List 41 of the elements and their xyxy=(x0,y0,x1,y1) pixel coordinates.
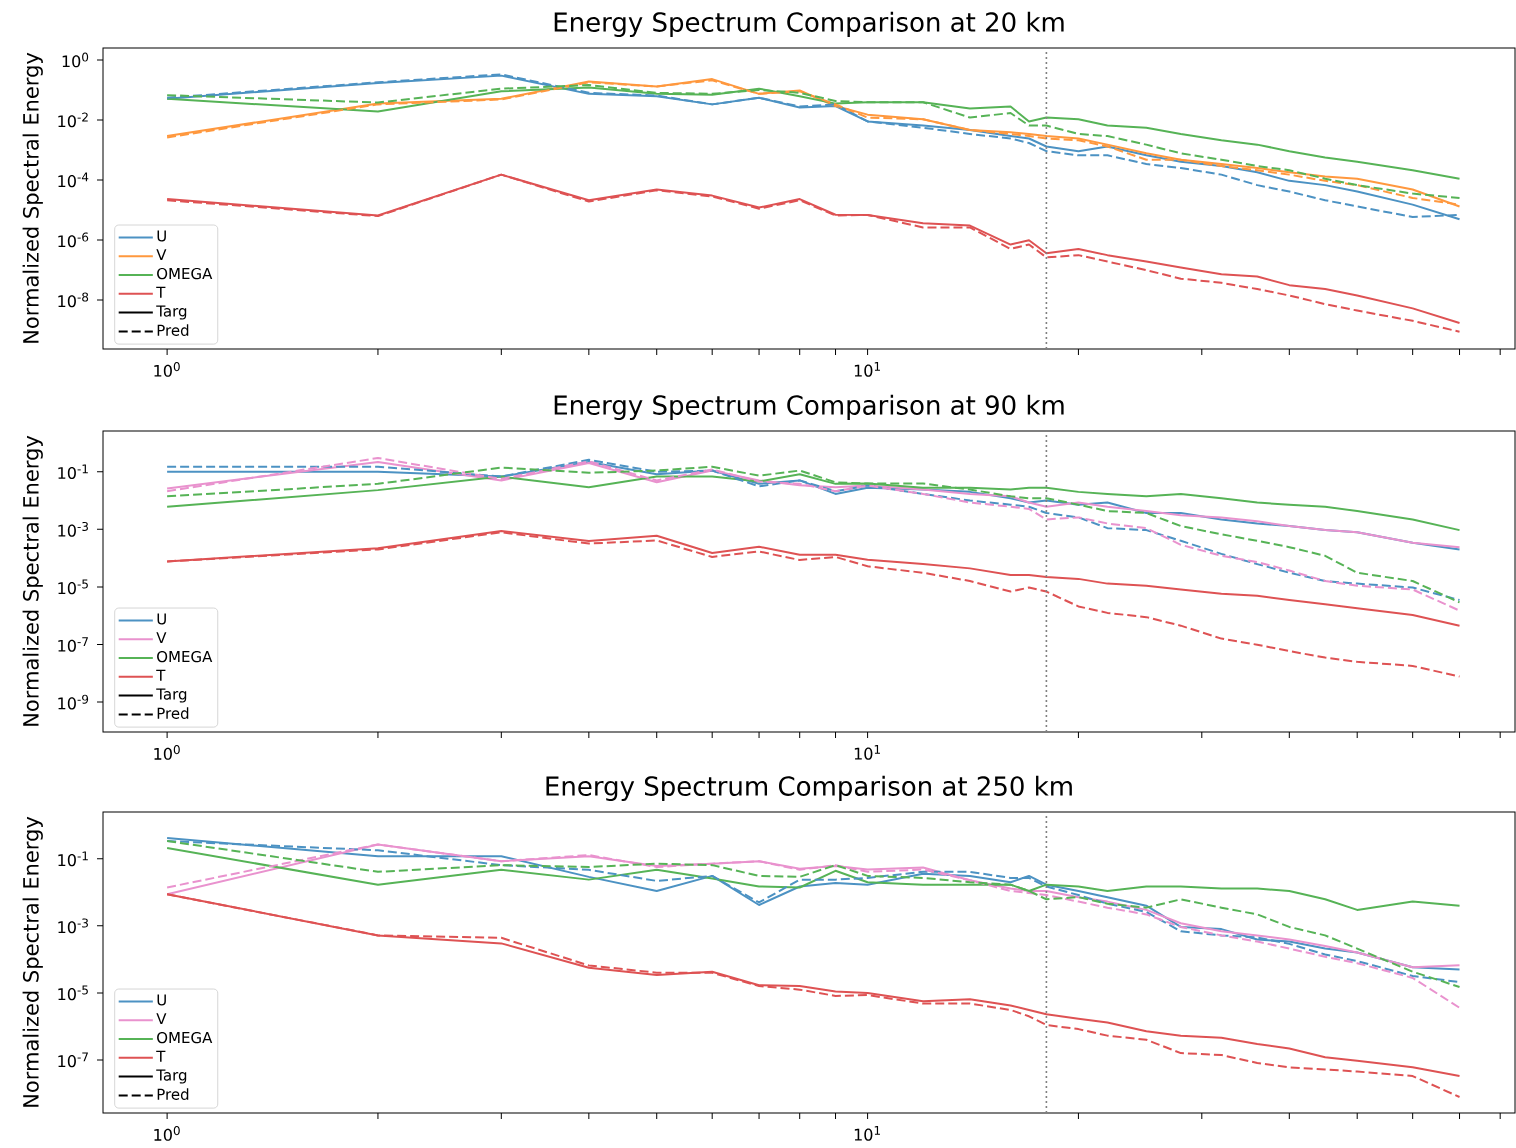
y-tick-label: 10$^{-5}$ xyxy=(58,579,88,595)
y-axis-title: Normalized Spectral Energy xyxy=(22,435,43,726)
legend-label: OMEGA xyxy=(157,267,213,280)
legend-label: Pred xyxy=(157,1088,189,1100)
y-tick-label: 10$^{-7}$ xyxy=(58,1052,88,1068)
legend-label: T xyxy=(156,669,166,681)
legend-label: V xyxy=(156,249,167,261)
legend-label: U xyxy=(157,230,166,242)
legend-label: Pred xyxy=(157,324,189,336)
legend-label: V xyxy=(156,632,167,644)
legend-label: Targ xyxy=(156,1069,187,1084)
legend-label: U xyxy=(157,613,166,625)
y-tick-label: 10$^{-6}$ xyxy=(58,232,89,248)
y-tick-label: 10$^{-1}$ xyxy=(58,851,88,867)
legend-label: V xyxy=(156,1013,167,1025)
chart-title: Energy Spectrum Comparison at 250 km xyxy=(546,775,1072,801)
y-tick-label: 10$^{-9}$ xyxy=(58,694,89,710)
chart-title: Energy Spectrum Comparison at 90 km xyxy=(554,394,1064,420)
y-axis-title: Normalized Spectral Energy xyxy=(22,52,43,343)
legend-label: OMEGA xyxy=(157,1031,213,1044)
x-tick-label: 10$^{1}$ xyxy=(854,1126,880,1141)
y-tick-label: 10$^{-2}$ xyxy=(58,112,88,128)
y-tick-label: 10$^{-7}$ xyxy=(58,637,88,652)
legend-label: Targ xyxy=(156,688,187,703)
y-tick-label: 10$^{-3}$ xyxy=(58,918,88,934)
legend-label: U xyxy=(157,994,166,1006)
legend-label: Pred xyxy=(157,707,189,719)
y-tick-label: 10$^{0}$ xyxy=(62,52,89,68)
y-axis-title: Normalized Spectral Energy xyxy=(22,816,43,1107)
y-tick-label: 10$^{-5}$ xyxy=(58,985,88,1001)
legend-label: T xyxy=(156,286,166,298)
x-tick-label: 10$^{1}$ xyxy=(854,362,880,377)
y-tick-label: 10$^{-4}$ xyxy=(58,172,89,188)
y-tick-label: 10$^{-1}$ xyxy=(58,464,88,480)
legend-label: OMEGA xyxy=(157,650,213,663)
chart-title: Energy Spectrum Comparison at 20 km xyxy=(554,11,1064,37)
legend-label: T xyxy=(156,1050,166,1062)
x-tick-label: 10$^{1}$ xyxy=(854,745,880,760)
y-tick-label: 10$^{-3}$ xyxy=(58,521,88,537)
legend-label: Targ xyxy=(156,305,187,320)
y-tick-label: 10$^{-8}$ xyxy=(58,292,89,308)
